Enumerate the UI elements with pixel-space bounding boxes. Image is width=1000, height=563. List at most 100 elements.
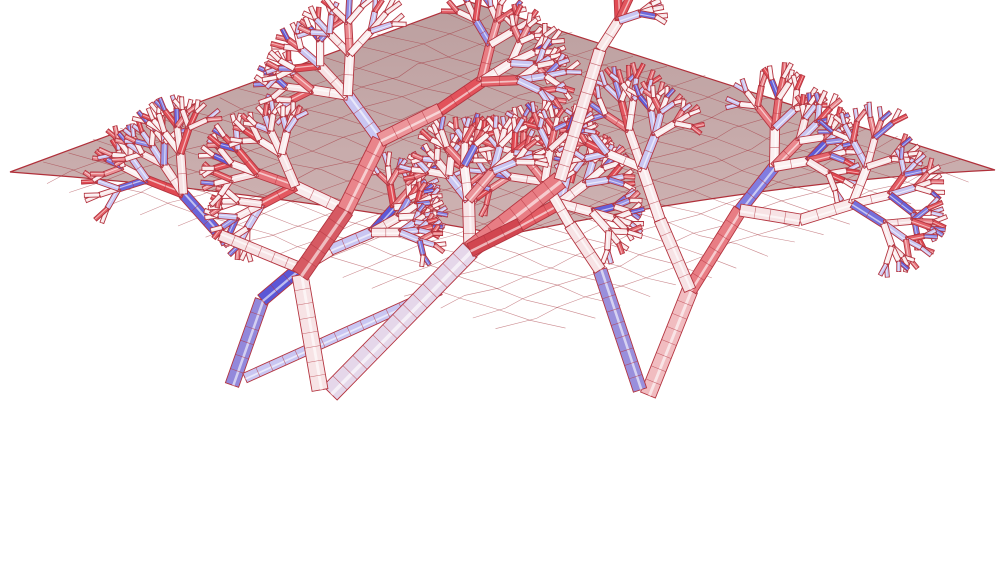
branch-member: [385, 151, 393, 167]
column-trunks: [217, 47, 802, 401]
branch-member: [402, 174, 416, 182]
branch-member: [754, 84, 765, 108]
branch-member: [432, 230, 444, 236]
branch-member: [262, 103, 270, 116]
branch-member: [638, 9, 657, 21]
trunk-member: [466, 218, 524, 257]
branch-member: [516, 197, 564, 231]
mesh-line: [495, 159, 961, 329]
branch-member: [160, 141, 169, 166]
branch-member: [359, 0, 375, 10]
branch-member: [245, 114, 258, 127]
branch-member: [422, 142, 432, 153]
branch-member: [397, 163, 413, 173]
branch-member: [617, 9, 642, 25]
branch-member: [846, 167, 860, 176]
branch-member: [540, 36, 553, 51]
branch-member: [515, 158, 536, 166]
branch-member: [513, 3, 524, 17]
branch-member: [90, 171, 105, 177]
branch-member: [437, 128, 451, 149]
mesh-line: [69, 23, 537, 193]
branch-member: [653, 13, 668, 26]
branch-member: [307, 5, 319, 21]
branch-member: [419, 254, 426, 268]
canopy-branches: [80, 0, 948, 278]
branch-member: [187, 116, 209, 131]
mesh-line: [356, 45, 881, 214]
branch-member: [461, 124, 477, 144]
branch-member: [799, 93, 807, 106]
branch-member: [419, 128, 434, 142]
branch-member: [445, 154, 456, 177]
branch-member: [206, 133, 222, 148]
branch-member: [280, 105, 286, 118]
branch-member: [898, 146, 905, 160]
branch-member: [194, 102, 208, 115]
branch-member: [817, 118, 835, 135]
branch-member: [923, 233, 939, 240]
branch-member: [725, 95, 741, 107]
branch-member: [794, 73, 806, 91]
branch-member: [93, 206, 110, 222]
branch-member: [526, 17, 539, 29]
mesh-line: [472, 150, 928, 319]
branch-member: [512, 117, 526, 134]
branch-member: [595, 96, 609, 116]
branch-member: [650, 85, 657, 99]
branch-member: [370, 227, 401, 238]
branch-member: [464, 0, 470, 3]
branch-member: [690, 124, 703, 136]
trunk-member: [738, 203, 802, 227]
branch-member: [913, 152, 927, 166]
branch-member: [629, 206, 646, 215]
branch-member: [268, 49, 282, 63]
branch-member: [345, 4, 365, 26]
branch-member: [431, 199, 445, 210]
branch-member: [417, 181, 428, 193]
branch-member: [604, 230, 613, 251]
branch-member: [297, 24, 312, 35]
trunk-member: [291, 204, 354, 281]
branch-member: [342, 53, 356, 97]
branch-member: [540, 108, 549, 120]
branch-member: [446, 0, 460, 14]
branch-member: [200, 179, 215, 187]
branch-member: [508, 13, 517, 27]
branch-member: [556, 57, 571, 67]
branch-member: [208, 193, 223, 208]
branch-member: [217, 212, 238, 221]
branch-member: [201, 165, 215, 172]
branch-member: [652, 4, 665, 12]
branch-member: [111, 156, 126, 163]
branch-member: [326, 13, 335, 35]
branch-member: [497, 0, 507, 7]
trunk-member: [291, 273, 329, 392]
branch-member: [123, 133, 137, 144]
branch-member: [629, 197, 643, 204]
branch-member: [315, 39, 325, 67]
branch-member: [416, 202, 427, 214]
branch-member: [797, 197, 855, 226]
branch-member: [155, 112, 168, 134]
branch-member: [237, 196, 263, 209]
branch-member: [849, 120, 861, 143]
branch-member: [97, 146, 114, 158]
branch-member: [145, 107, 156, 121]
branch-member: [930, 210, 944, 218]
branch-member: [854, 108, 868, 124]
branch-member: [896, 260, 902, 273]
branch-member: [825, 172, 839, 193]
branch-member: [480, 75, 519, 87]
trunk-member: [592, 267, 648, 393]
branch-member: [623, 173, 636, 180]
mesh-line: [43, 161, 566, 329]
branch-member: [879, 110, 893, 123]
branch-member: [919, 245, 933, 258]
branch-member: [372, 0, 385, 14]
branch-member: [930, 179, 945, 185]
branch-member: [926, 164, 942, 176]
branch-member: [472, 0, 482, 22]
branch-member: [487, 0, 494, 8]
